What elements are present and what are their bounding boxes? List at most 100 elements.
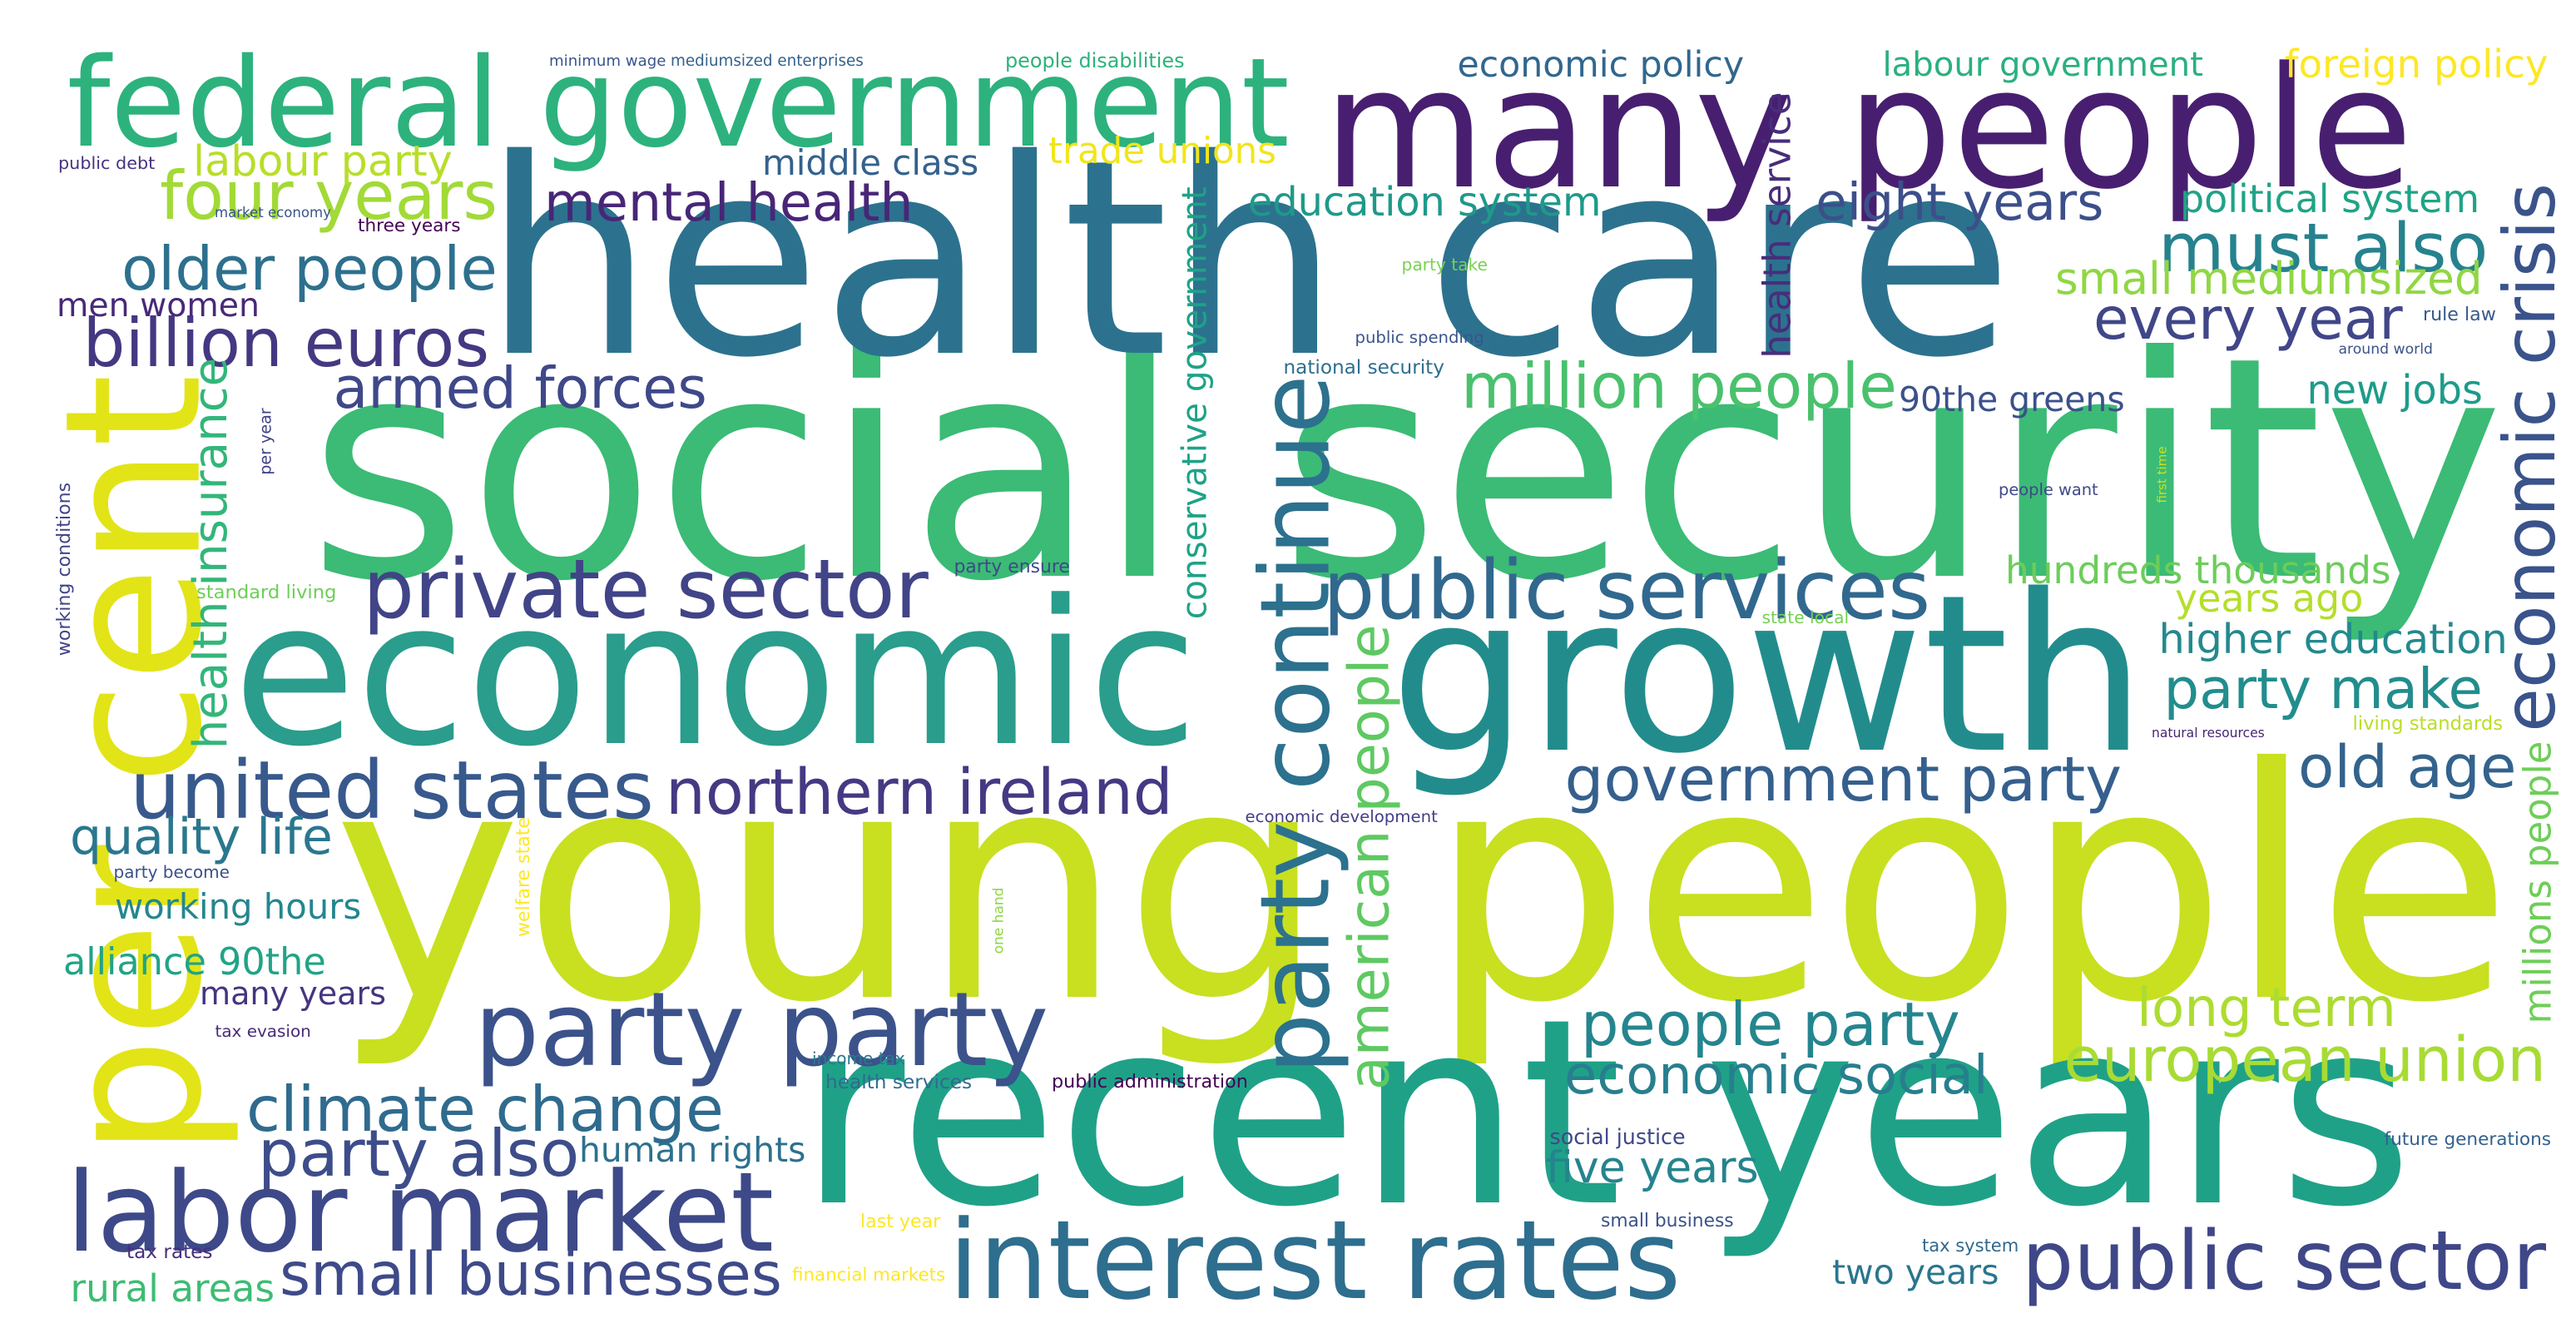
- word-men-women: men women: [57, 285, 260, 325]
- word-united-states: united states: [130, 744, 655, 837]
- word-conservative-government: conservative government: [1174, 186, 1215, 619]
- word-income-tax: income tax: [812, 1048, 905, 1068]
- word-future-generations: future generations: [2384, 1129, 2552, 1150]
- word-tax-system: tax system: [1922, 1234, 2019, 1256]
- word-must-also: must also: [2158, 209, 2489, 288]
- word-small-businesses: small businesses: [280, 1239, 782, 1309]
- word-government-party: government party: [1564, 744, 2122, 815]
- word-many-years: many years: [200, 975, 386, 1012]
- word-tax-rates: tax rates: [126, 1240, 213, 1263]
- word-five-years: five years: [1546, 1143, 1759, 1193]
- word-living-standards: living standards: [2352, 712, 2504, 735]
- word-climate-change: climate change: [246, 1073, 724, 1146]
- word-economic-development: economic development: [1245, 807, 1438, 826]
- word-working-hours: working hours: [115, 886, 362, 927]
- word-public-spending: public spending: [1355, 328, 1484, 347]
- word-health-service: health service: [1755, 92, 1800, 359]
- word-higher-education: higher education: [2158, 614, 2508, 663]
- word-long-term: long term: [2137, 977, 2396, 1039]
- word-state-local: state local: [1761, 607, 1850, 627]
- word-party-party: party party: [474, 970, 1049, 1090]
- word-90the-greens: 90the greens: [1899, 379, 2125, 419]
- word-foreign-policy: foreign policy: [2285, 42, 2549, 87]
- word-people-disabilities: people disabilities: [1005, 49, 1185, 72]
- word-many-people: many people: [1323, 31, 2414, 226]
- word-new-jobs: new jobs: [2306, 368, 2483, 414]
- word-american-people: american people: [1336, 624, 1402, 1090]
- word-rural-areas: rural areas: [70, 1266, 275, 1311]
- word-small-mediumsized: small mediumsized: [2055, 252, 2483, 305]
- word-people-party: people party: [1581, 989, 1960, 1059]
- word-last-year: last year: [860, 1211, 941, 1232]
- word-per-year: per year: [256, 407, 275, 475]
- word-public-debt: public debt: [58, 152, 156, 173]
- word-alliance-90the: alliance 90the: [63, 939, 326, 984]
- word-economic-social: economic social: [1564, 1045, 1989, 1107]
- word-financial-markets: financial markets: [792, 1264, 946, 1286]
- word-mediumsized-enterprises: mediumsized enterprises: [671, 52, 864, 70]
- word-education-system: education system: [1248, 180, 1602, 225]
- word-interest-rates: interest rates: [949, 1196, 1682, 1324]
- word-recent-years: recent years: [799, 964, 2414, 1264]
- word-every-year: every year: [2093, 285, 2403, 353]
- word-middle-class: middle class: [762, 142, 979, 183]
- word-european-union: european union: [2063, 1025, 2546, 1096]
- word-rule-law: rule law: [2423, 304, 2496, 325]
- word-one-hand: one hand: [990, 887, 1008, 954]
- word-growth: growth: [1390, 547, 2147, 801]
- word-around-world: around world: [2338, 340, 2433, 358]
- word-public-services: public services: [1323, 543, 1931, 638]
- word-people-want: people want: [1999, 479, 2098, 499]
- word-years-ago: years ago: [2175, 576, 2364, 621]
- word-public-administration: public administration: [1052, 1071, 1248, 1093]
- word-eight-years: eight years: [1816, 172, 2104, 232]
- word-minimum-wage: minimum wage: [549, 52, 666, 70]
- word-mental-health: mental health: [544, 171, 914, 233]
- word-billion-euros: billion euros: [82, 304, 490, 382]
- word-small-business: small business: [1601, 1211, 1734, 1231]
- word-old-age: old age: [2298, 731, 2517, 801]
- word-northern-ireland: northern ireland: [666, 755, 1173, 829]
- word-young-people: young people: [333, 699, 2513, 1073]
- word-million-people: million people: [1461, 350, 1897, 423]
- word-working-conditions: working conditions: [53, 482, 76, 657]
- word-welfare-state: welfare state: [513, 817, 534, 938]
- word-natural-resources: natural resources: [2152, 726, 2265, 741]
- word-three-years: three years: [358, 216, 461, 236]
- word-health-services: health services: [825, 1070, 973, 1093]
- word-labour-government: labour government: [1882, 46, 2203, 84]
- word-public-sector: public sector: [2022, 1214, 2547, 1309]
- word-economic: economic: [233, 558, 1199, 790]
- word-party-make: party make: [2163, 656, 2483, 721]
- word-health-insurance: health insurance: [183, 357, 238, 750]
- word-party-also: party also: [258, 1117, 580, 1192]
- word-economic-policy: economic policy: [1457, 43, 1745, 86]
- word-hundreds-thousands: hundreds thousands: [2005, 548, 2391, 592]
- word-federal-government: federal government: [67, 32, 1290, 175]
- word-labor-market: labor market: [66, 1148, 775, 1277]
- word-four-years: four years: [160, 157, 498, 235]
- word-political-system: political system: [2180, 176, 2480, 221]
- word-human-rights: human rights: [579, 1129, 806, 1170]
- word-two-years: two years: [1832, 1251, 1999, 1292]
- word-social-justice: social justice: [1549, 1123, 1686, 1149]
- word-party-take: party take: [1401, 255, 1488, 275]
- word-national-security: national security: [1283, 356, 1444, 379]
- word-social-security: social security: [308, 290, 2504, 648]
- word-market-economy: market economy: [215, 204, 331, 221]
- word-armed-forces: armed forces: [333, 356, 707, 422]
- word-quality-life: quality life: [70, 808, 333, 866]
- word-tax-evasion: tax evasion: [215, 1021, 311, 1041]
- word-older-people: older people: [121, 235, 498, 305]
- word-first-time: first time: [2154, 445, 2170, 503]
- word-trade-unions: trade unions: [1048, 131, 1276, 172]
- word-private-sector: private sector: [363, 543, 929, 637]
- word-millions-people: millions people: [2515, 741, 2560, 1023]
- word-party-continue: party continue: [1240, 374, 1352, 1074]
- word-labour-party: labour party: [193, 136, 453, 186]
- word-health-care: health care: [483, 102, 2014, 417]
- word-standard-living: standard living: [196, 581, 337, 603]
- word-party-become: party become: [113, 862, 230, 882]
- word-party-ensure: party ensure: [954, 557, 1070, 577]
